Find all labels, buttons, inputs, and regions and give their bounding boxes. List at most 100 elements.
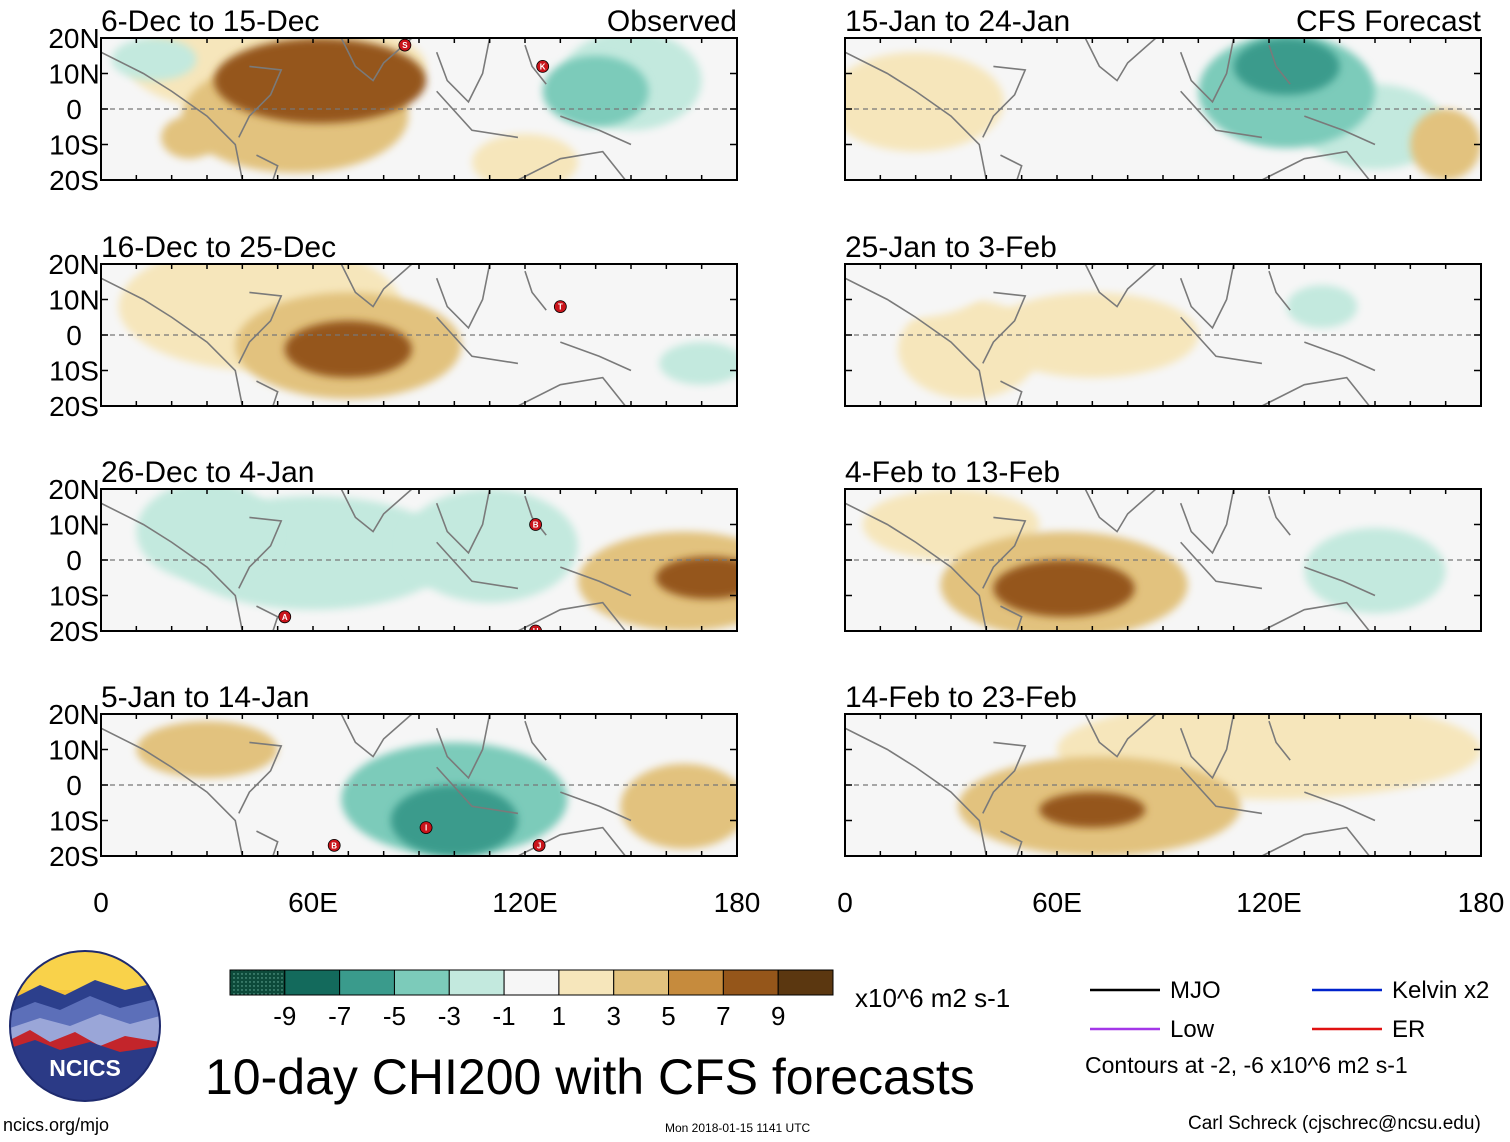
- y-tick-label: 10S: [49, 806, 99, 837]
- timestamp: Mon 2018-01-15 1141 UTC: [665, 1121, 811, 1135]
- coastline: [1304, 791, 1376, 822]
- credit: Carl Schreck (cjschrec@ncsu.edu): [1188, 1113, 1481, 1134]
- y-tick-label: 0: [66, 94, 82, 125]
- storm-marker: J: [532, 838, 546, 852]
- coastline: [1304, 341, 1376, 372]
- coastline: [435, 38, 491, 104]
- coastline: [238, 741, 283, 814]
- storm-letter: T: [558, 303, 563, 312]
- ncics-logo: [9, 950, 161, 1102]
- coastline: [340, 714, 413, 758]
- legend-item-mjo: MJO: [1090, 977, 1221, 1004]
- y-tick-label: 10S: [49, 581, 99, 612]
- y-tick-label: 0: [66, 770, 82, 801]
- coastline: [982, 65, 1027, 138]
- site-url[interactable]: ncics.org/mjo: [3, 1115, 110, 1135]
- storm-marker: S: [398, 38, 412, 52]
- coastline: [435, 489, 491, 555]
- y-tick-label: 10N: [48, 510, 99, 541]
- coastline: [1084, 38, 1157, 82]
- anomaly-blob: [1410, 109, 1481, 180]
- colorbar-swatch: [668, 969, 724, 996]
- panel-obs-1: T 20N 10N 0 10S 20S 16-Dec to 25-Dec: [48, 231, 738, 422]
- coastline: [1000, 380, 1023, 406]
- panel-label: 25-Jan to 3-Feb: [845, 231, 1057, 264]
- colorbar-swatch: [722, 969, 779, 996]
- storm-letter: S: [402, 41, 408, 50]
- anomaly-blob: [845, 264, 987, 318]
- anomaly-blob: [136, 489, 278, 582]
- panel-label: 26-Dec to 4-Jan: [101, 456, 314, 489]
- coastline: [1260, 601, 1371, 631]
- coastline: [1268, 495, 1291, 536]
- coastline: [524, 44, 547, 85]
- colorbar-label: 3: [606, 1001, 620, 1031]
- y-tick-label: 10N: [48, 285, 99, 316]
- coastline: [1179, 714, 1235, 780]
- coastline: [516, 826, 627, 856]
- corner-label: CFS Forecast: [1296, 5, 1482, 38]
- coastline: [435, 264, 491, 330]
- panel-label: 16-Dec to 25-Dec: [101, 231, 336, 264]
- coastline: [516, 150, 627, 180]
- storm-marker: H: [529, 624, 542, 631]
- coastline: [340, 38, 413, 82]
- panel-obs-2: A B H 20N 10N 0 10S 20S 26-Dec to 4-Jan: [48, 456, 738, 647]
- panel-fc-1: 25-Jan to 3-Feb: [844, 231, 1482, 407]
- panel-label: 15-Jan to 24-Jan: [845, 5, 1070, 38]
- anomaly-blob: [390, 785, 518, 856]
- coastline: [436, 766, 519, 815]
- coastline: [560, 115, 632, 146]
- y-tick-label: 20N: [48, 23, 99, 54]
- anomaly-blob: [659, 342, 737, 385]
- coastline: [1304, 566, 1376, 597]
- coastline: [524, 720, 547, 761]
- coastline: [1180, 541, 1263, 590]
- coastline: [256, 380, 279, 406]
- legend-label: ER: [1392, 1016, 1425, 1043]
- coastline: [845, 502, 988, 631]
- x-tick-label: 0: [837, 887, 853, 918]
- panel-fc-0: 15-Jan to 24-Jan CFS Forecast: [844, 5, 1482, 181]
- anomaly-blob: [284, 320, 412, 378]
- colorbar-label: -9: [273, 1001, 296, 1031]
- storm-marker: K: [536, 60, 550, 73]
- coastline: [1260, 150, 1371, 180]
- anomaly-blob: [214, 38, 427, 124]
- colorbar-label: -3: [438, 1001, 461, 1031]
- coastline: [1260, 376, 1371, 406]
- y-tick-label: 20S: [49, 165, 99, 196]
- coastline: [238, 65, 283, 138]
- y-tick-label: 0: [66, 320, 82, 351]
- anomaly-blob: [161, 116, 218, 159]
- storm-letter: A: [282, 613, 288, 622]
- anomaly-blob: [136, 721, 278, 778]
- coastline: [516, 376, 627, 406]
- coastline: [1000, 154, 1023, 180]
- storm-marker: I: [419, 821, 433, 834]
- colorbar-label: 7: [716, 1001, 730, 1031]
- y-tick-label: 0: [66, 545, 82, 576]
- colorbar-swatch: [393, 969, 450, 996]
- coastline: [560, 341, 632, 372]
- anomaly-blob: [1039, 792, 1146, 828]
- y-tick-label: 20N: [48, 699, 99, 730]
- legend-item-kelvin-x2: Kelvin x2: [1312, 977, 1489, 1004]
- y-tick-label: 20N: [48, 474, 99, 505]
- coastline: [238, 291, 283, 364]
- coastline: [1180, 90, 1263, 139]
- coastline: [1084, 489, 1157, 533]
- legend-item-low: Low: [1090, 1016, 1215, 1043]
- coastline: [1179, 489, 1235, 555]
- storm-marker: B: [327, 838, 341, 852]
- coastline: [1268, 270, 1291, 311]
- coastline: [516, 601, 627, 631]
- line-legend: MJO Low Kelvin x2 ER: [1090, 977, 1489, 1043]
- legend-label: Low: [1170, 1016, 1215, 1043]
- storm-marker: A: [278, 610, 292, 624]
- coastline: [845, 727, 988, 856]
- coastline: [256, 605, 279, 631]
- coastline: [982, 291, 1027, 364]
- y-tick-label: 20S: [49, 616, 99, 647]
- anomaly-blob: [845, 52, 1004, 152]
